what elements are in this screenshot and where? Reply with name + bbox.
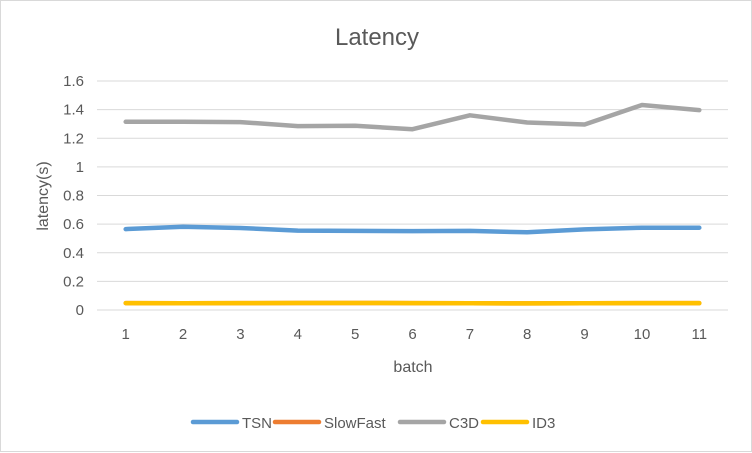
chart-title: Latency — [335, 24, 419, 51]
y-tick-label: 1 — [76, 159, 84, 176]
y-axis-ticks: 0 0.2 0.4 0.6 0.8 1 1.2 1.4 1.6 — [63, 73, 84, 319]
legend-label: SlowFast — [324, 415, 387, 432]
legend-item-tsn: TSN — [193, 415, 272, 432]
legend-item-slowfast: SlowFast — [275, 415, 387, 432]
legend: TSN SlowFast C3D ID3 — [193, 415, 555, 432]
legend-label: TSN — [242, 415, 272, 432]
series-lines — [126, 105, 700, 303]
x-tick-label: 11 — [692, 326, 708, 343]
y-tick-label: 0.4 — [63, 245, 84, 262]
y-tick-label: 1.6 — [63, 73, 84, 90]
x-axis-title: batch — [393, 359, 432, 376]
legend-label: C3D — [449, 415, 479, 432]
legend-item-id3: ID3 — [483, 415, 555, 432]
y-tick-label: 0.2 — [63, 273, 84, 290]
series-line-c3d — [126, 105, 700, 129]
y-axis-title: latency(s) — [35, 161, 52, 230]
x-tick-label: 9 — [580, 326, 588, 343]
legend-item-c3d: C3D — [400, 415, 479, 432]
x-tick-label: 2 — [179, 326, 187, 343]
y-tick-label: 0 — [76, 302, 84, 319]
x-axis-ticks: 1 2 3 4 5 6 7 8 9 10 11 — [122, 326, 708, 343]
x-tick-label: 3 — [236, 326, 244, 343]
x-tick-label: 6 — [408, 326, 416, 343]
gridlines — [97, 81, 728, 310]
x-tick-label: 7 — [466, 326, 474, 343]
y-tick-label: 0.6 — [63, 216, 84, 233]
x-tick-label: 5 — [351, 326, 359, 343]
x-tick-label: 4 — [294, 326, 302, 343]
y-tick-label: 0.8 — [63, 188, 84, 205]
legend-label: ID3 — [532, 415, 555, 432]
y-tick-label: 1.4 — [63, 102, 84, 119]
x-tick-label: 10 — [634, 326, 651, 343]
x-tick-label: 8 — [523, 326, 531, 343]
y-tick-label: 1.2 — [63, 130, 84, 147]
series-line-tsn — [126, 227, 700, 233]
x-tick-label: 1 — [122, 326, 130, 343]
